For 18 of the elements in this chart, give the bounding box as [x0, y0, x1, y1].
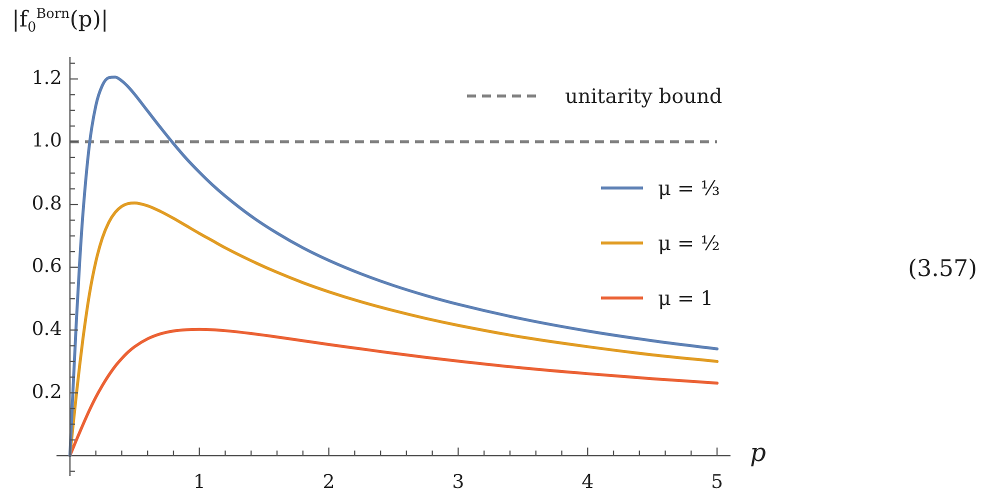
x-axis-title: p: [750, 438, 766, 468]
legend-label: μ = 1: [658, 286, 714, 310]
text: (3.57): [908, 256, 978, 282]
x-tick-label: 5: [711, 470, 724, 491]
y-tick-label: 0.6: [32, 255, 62, 278]
y-tick-label: 1.2: [32, 66, 62, 89]
y-axis-title: |f$_{0}$$^{Born}$(p)|: [12, 6, 108, 36]
legend-label: μ = ½: [658, 230, 720, 254]
x-tick-label: 2: [322, 470, 335, 491]
x-tick-label: 3: [452, 470, 464, 491]
x-tick-label: 4: [582, 470, 594, 491]
y-tick-label: 0.2: [32, 380, 62, 403]
y-tick-label: 0.4: [32, 318, 62, 340]
x-tick-label: 1: [193, 470, 206, 491]
legend-label: μ = ⅓: [658, 176, 720, 200]
y-tick-label: 0.8: [32, 192, 62, 214]
y-tick-label: 1.0: [32, 130, 62, 152]
legend-label: unitarity bound: [565, 84, 722, 108]
